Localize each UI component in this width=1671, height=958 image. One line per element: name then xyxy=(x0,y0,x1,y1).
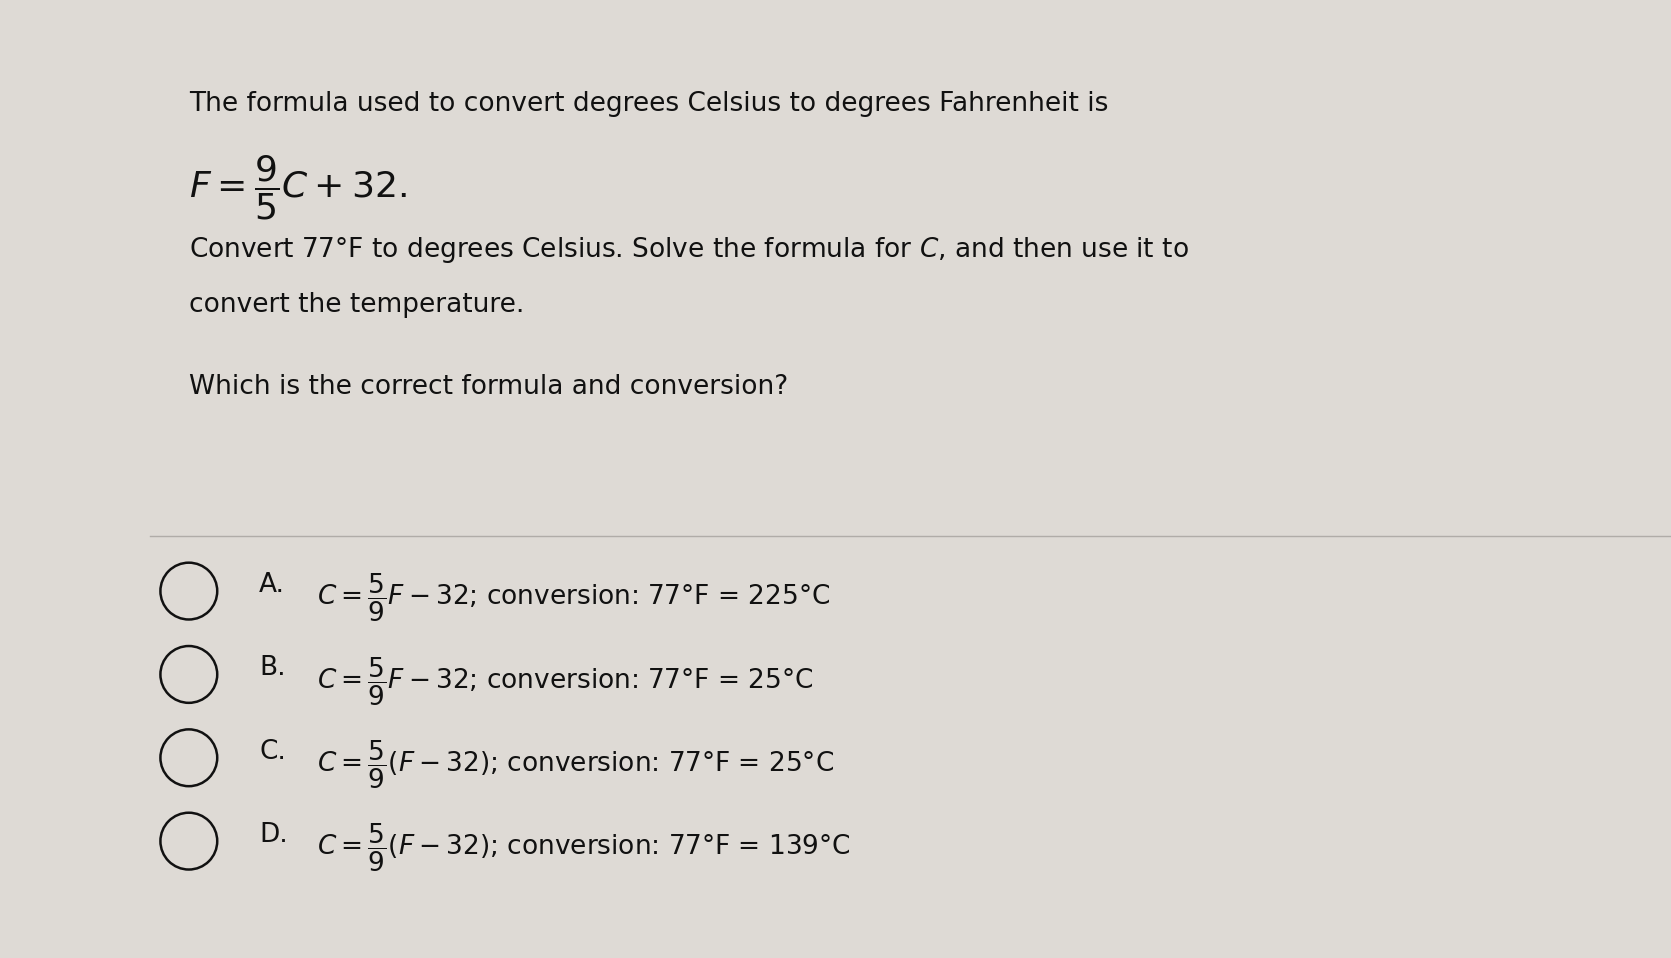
Text: $C = \dfrac{5}{9}(F - 32)$; conversion: 77°F = 139°C: $C = \dfrac{5}{9}(F - 32)$; conversion: … xyxy=(317,822,851,875)
Text: $C = \dfrac{5}{9}(F - 32)$; conversion: 77°F = 25°C: $C = \dfrac{5}{9}(F - 32)$; conversion: … xyxy=(317,739,834,791)
Text: A.: A. xyxy=(259,572,286,598)
Text: C.: C. xyxy=(259,739,286,764)
Text: $C = \dfrac{5}{9}F - 32$; conversion: 77°F = 225°C: $C = \dfrac{5}{9}F - 32$; conversion: 77… xyxy=(317,572,830,625)
Text: $C = \dfrac{5}{9}F - 32$; conversion: 77°F = 25°C: $C = \dfrac{5}{9}F - 32$; conversion: 77… xyxy=(317,655,814,708)
Text: B.: B. xyxy=(259,655,286,681)
Text: D.: D. xyxy=(259,822,287,848)
Text: Which is the correct formula and conversion?: Which is the correct formula and convers… xyxy=(189,374,789,399)
Text: $F = \dfrac{9}{5}C + 32.$: $F = \dfrac{9}{5}C + 32.$ xyxy=(189,153,406,221)
Text: The formula used to convert degrees Celsius to degrees Fahrenheit is: The formula used to convert degrees Cels… xyxy=(189,91,1108,117)
Text: convert the temperature.: convert the temperature. xyxy=(189,292,525,318)
Text: Convert 77$\degree$F to degrees Celsius. Solve the formula for $C$, and then use: Convert 77$\degree$F to degrees Celsius.… xyxy=(189,235,1188,264)
